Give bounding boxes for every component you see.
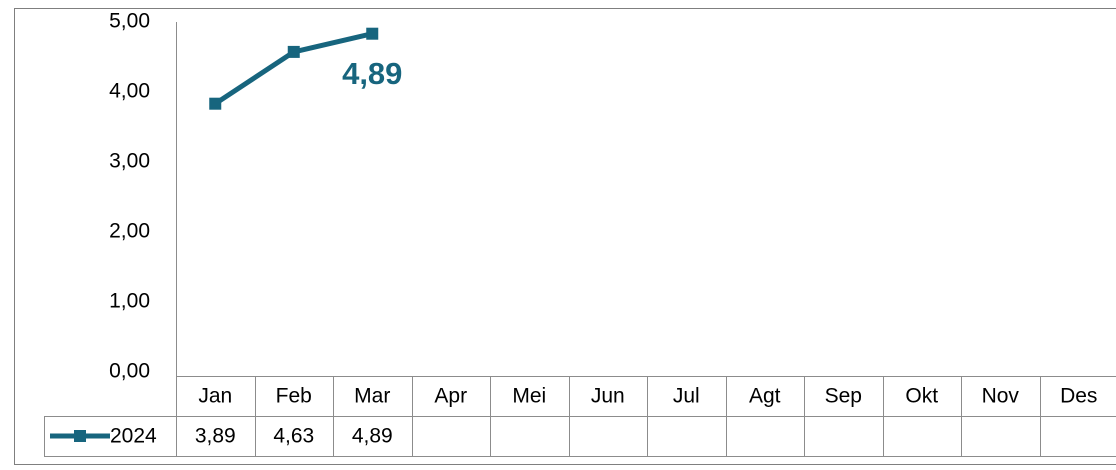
marker [366, 27, 379, 40]
y-tick-label: 3,00 [109, 150, 150, 173]
x-tick-label: Okt [905, 385, 938, 408]
y-tick-label: 1,00 [109, 290, 150, 313]
x-tick-label: Agt [749, 385, 781, 408]
x-tick-label: Feb [276, 385, 312, 408]
annotation: 4,89 [342, 56, 402, 91]
marker [209, 97, 222, 110]
y-tick-label: 0,00 [109, 360, 150, 383]
legend-label: 2024 [110, 425, 157, 448]
chart-frame [14, 8, 1116, 465]
x-tick-label: Nov [982, 385, 1020, 408]
marker [287, 45, 300, 58]
table-value: 3,89 [195, 425, 236, 448]
legend-marker [74, 430, 86, 442]
x-tick-label: Apr [434, 385, 467, 408]
y-tick-label: 4,00 [109, 80, 150, 103]
x-tick-label: Mei [512, 385, 546, 408]
table-value: 4,89 [352, 425, 393, 448]
x-tick-label: Jul [673, 385, 700, 408]
x-tick-label: Jan [198, 385, 232, 408]
y-tick-label: 2,00 [109, 220, 150, 243]
x-tick-label: Mar [354, 385, 390, 408]
table-value: 4,63 [273, 425, 314, 448]
x-tick-label: Sep [825, 385, 862, 408]
x-tick-label: Jun [591, 385, 625, 408]
x-tick-label: Des [1060, 385, 1097, 408]
y-tick-label: 5,00 [109, 10, 150, 33]
